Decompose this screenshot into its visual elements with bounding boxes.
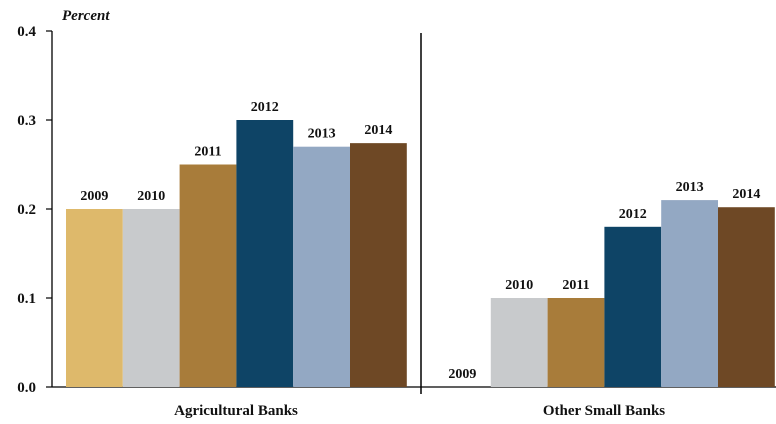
bar-label: 2010 (137, 189, 165, 204)
bar-2011-other (547, 298, 605, 387)
bar-2012-agricultural (236, 120, 294, 387)
category-label: Other Small Banks (543, 403, 665, 419)
bar-2013-agricultural (293, 146, 350, 387)
y-tick-label: 0.0 (17, 380, 36, 396)
bar-label: 2013 (676, 180, 704, 195)
y-tick-label: 0.4 (17, 24, 36, 40)
bar-label: 2012 (619, 207, 647, 222)
bar-label: 2010 (505, 278, 533, 293)
bar-label: 2014 (364, 123, 392, 138)
bar-label: 2009 (448, 367, 476, 382)
y-tick-label: 0.1 (17, 291, 36, 307)
bar-2014-other (718, 207, 775, 387)
bar-label: 2011 (562, 278, 589, 293)
y-tick-label: 0.2 (17, 202, 36, 218)
bars (66, 120, 775, 387)
bar-2014-agricultural (350, 143, 407, 387)
y-ticks: 0.0 0.1 0.2 0.3 0.4 (17, 24, 52, 396)
bar-label: 2013 (308, 127, 336, 142)
y-axis-label: Percent (62, 8, 110, 24)
bar-labels: 2009 2010 2011 2012 2013 2014 2009 2010 2011 2012… (80, 100, 760, 382)
bar-label: 2014 (732, 187, 760, 202)
bar-label: 2009 (80, 189, 108, 204)
bar-2012-other (604, 226, 662, 387)
bar-2009-agricultural (66, 209, 123, 387)
bar-label: 2012 (251, 100, 279, 115)
bar-label: 2011 (194, 145, 221, 160)
y-tick-label: 0.3 (17, 113, 36, 129)
bar-2011-agricultural (179, 164, 237, 387)
bar-2013-other (661, 200, 718, 387)
category-label: Agricultural Banks (174, 403, 298, 419)
bar-2010-other (490, 298, 548, 387)
category-labels: Agricultural Banks Other Small Banks (174, 403, 665, 419)
bar-2010-agricultural (122, 209, 180, 387)
